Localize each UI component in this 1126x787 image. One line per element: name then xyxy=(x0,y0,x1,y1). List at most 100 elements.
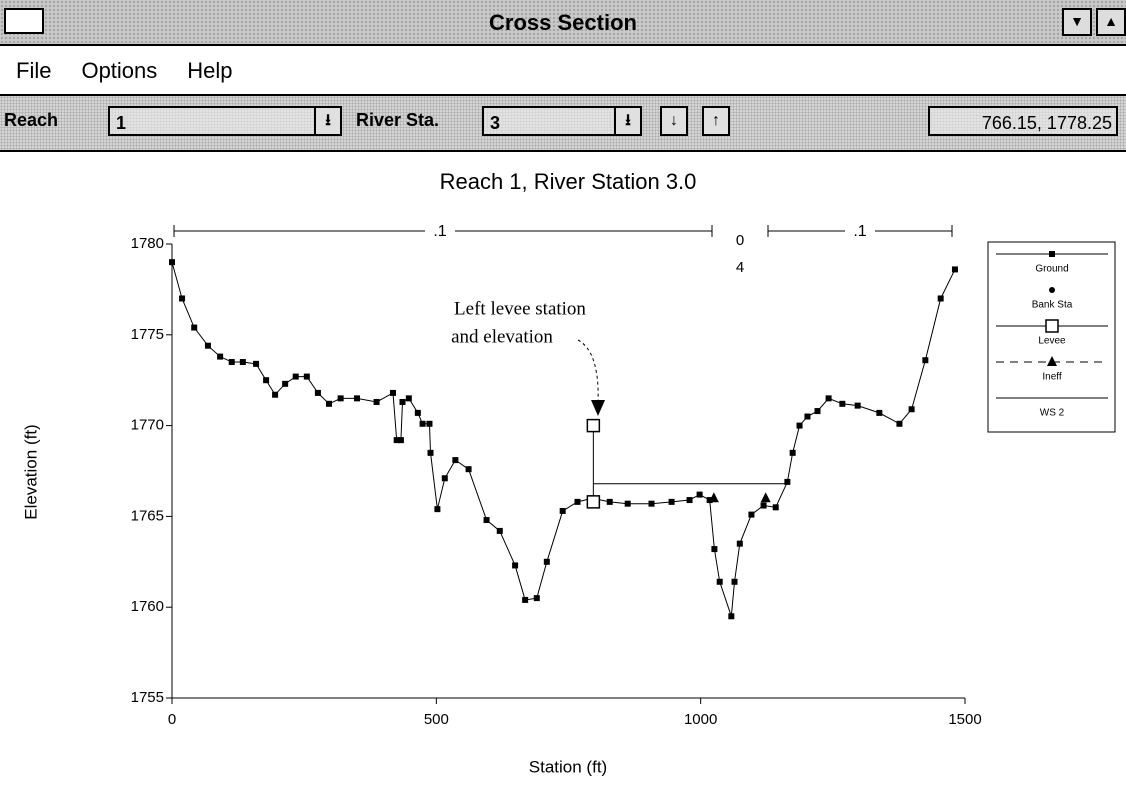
menu-item[interactable]: Help xyxy=(187,58,233,83)
ground-point xyxy=(789,449,796,456)
n-label: 4 xyxy=(736,259,744,276)
annotation-arrow xyxy=(577,339,599,405)
ground-point xyxy=(496,527,503,534)
y-tick-label: 1755 xyxy=(131,689,164,706)
ineff-point xyxy=(1047,356,1057,366)
ground-point xyxy=(217,353,224,360)
ground-point xyxy=(825,395,832,402)
ground-point xyxy=(736,540,743,547)
ground-point xyxy=(522,596,529,603)
maximize-button[interactable]: ▲ xyxy=(1096,8,1126,36)
station-label: River Sta. xyxy=(356,110,440,130)
ground-point xyxy=(419,420,426,427)
ground-point xyxy=(648,500,655,507)
ground-point xyxy=(748,511,755,518)
menu-bar: File Options Help xyxy=(0,46,1126,96)
ground-point xyxy=(405,395,412,402)
y-tick-label: 1770 xyxy=(131,417,164,434)
ground-point xyxy=(434,506,441,513)
ground-point xyxy=(728,613,735,620)
station-dropdown-button[interactable]: ⭳ xyxy=(614,106,642,136)
n-label: .1 xyxy=(433,223,446,240)
reach-label: Reach xyxy=(4,110,59,130)
ground-point xyxy=(169,259,175,266)
ground-point xyxy=(354,395,361,402)
ground-point xyxy=(804,413,811,420)
ground-point xyxy=(606,498,613,505)
annotation: Left levee station xyxy=(454,298,586,319)
ground-point xyxy=(896,420,903,427)
ground-point xyxy=(951,266,958,273)
ground-point xyxy=(772,504,779,511)
ground-point xyxy=(512,562,519,569)
ground-point xyxy=(696,491,703,498)
ground-point xyxy=(228,359,235,366)
ground-point xyxy=(292,373,299,380)
system-menu[interactable] xyxy=(4,8,44,34)
levee-point xyxy=(586,418,601,433)
ground-point xyxy=(624,500,631,507)
chart: Reach 1, River Station 3.0 Station (ft) … xyxy=(21,169,1116,776)
reach-dropdown[interactable]: 1 xyxy=(108,106,342,136)
ground-point xyxy=(427,449,434,456)
x-tick-label: 0 xyxy=(168,711,176,728)
reach-dropdown-button[interactable]: ⭳ xyxy=(314,106,342,136)
y-tick-label: 1760 xyxy=(131,598,164,615)
station-value: 3 xyxy=(490,113,501,133)
ground-point xyxy=(876,409,883,416)
ground-point xyxy=(784,478,791,485)
y-tick-label: 1765 xyxy=(131,507,164,524)
ground-point xyxy=(465,466,472,473)
ground-point xyxy=(282,380,289,387)
ground-point xyxy=(731,578,738,585)
legend-label: Levee xyxy=(1038,336,1066,347)
y-tick-label: 1775 xyxy=(131,326,164,343)
ground-point xyxy=(179,295,186,302)
n-label: .1 xyxy=(853,223,866,240)
x-axis-title: Station (ft) xyxy=(529,757,607,776)
ground-point xyxy=(414,409,421,416)
levee-point xyxy=(586,495,601,509)
readout-text: 766.15, 1778.25 xyxy=(981,113,1112,133)
coordinate-readout: 766.15, 1778.25 xyxy=(928,106,1118,136)
chart-title: Reach 1, River Station 3.0 xyxy=(440,169,697,194)
ground-point xyxy=(263,377,270,384)
ground-point xyxy=(1049,251,1055,257)
toolbar: Reach 1 ⭳ River Sta. 3 ⭳ ↓ ↑ 766.15, 177… xyxy=(0,96,1126,152)
ground-point xyxy=(533,595,540,602)
ineff-point xyxy=(760,492,771,503)
y-tick-label: 1780 xyxy=(131,235,164,252)
x-tick-label: 1000 xyxy=(684,711,717,728)
ground-point xyxy=(711,546,718,553)
ground-point xyxy=(574,498,581,505)
next-station-button[interactable]: ↓ xyxy=(660,106,688,136)
ground-point xyxy=(686,497,693,504)
ground-point xyxy=(559,507,566,514)
reach-value: 1 xyxy=(116,113,127,133)
menu-item[interactable]: File xyxy=(16,58,52,83)
ground-point xyxy=(314,389,321,396)
ground-point xyxy=(191,324,198,331)
ground-point xyxy=(397,437,404,444)
prev-station-button[interactable]: ↑ xyxy=(702,106,730,136)
legend-label: WS 2 xyxy=(1040,408,1065,419)
ground-point xyxy=(706,497,713,504)
minimize-button[interactable]: ▼ xyxy=(1062,8,1092,36)
ground-point xyxy=(668,498,675,505)
ground-point xyxy=(337,395,344,402)
ground-point xyxy=(204,342,211,349)
ground-point xyxy=(253,360,260,367)
levee-point xyxy=(1045,319,1059,333)
x-tick-label: 500 xyxy=(424,711,449,728)
n-brackets xyxy=(173,225,953,237)
ineff-point xyxy=(708,492,719,503)
ground-point xyxy=(399,398,406,405)
ground-point xyxy=(452,457,459,464)
ground-point xyxy=(937,295,944,302)
menu-item[interactable]: Options xyxy=(81,58,158,83)
ground-point xyxy=(796,422,803,429)
bank-point xyxy=(1049,287,1055,293)
title-bar: Cross Section ▼ ▲ xyxy=(0,0,1126,46)
ground-point xyxy=(389,389,396,396)
legend xyxy=(987,241,1116,433)
